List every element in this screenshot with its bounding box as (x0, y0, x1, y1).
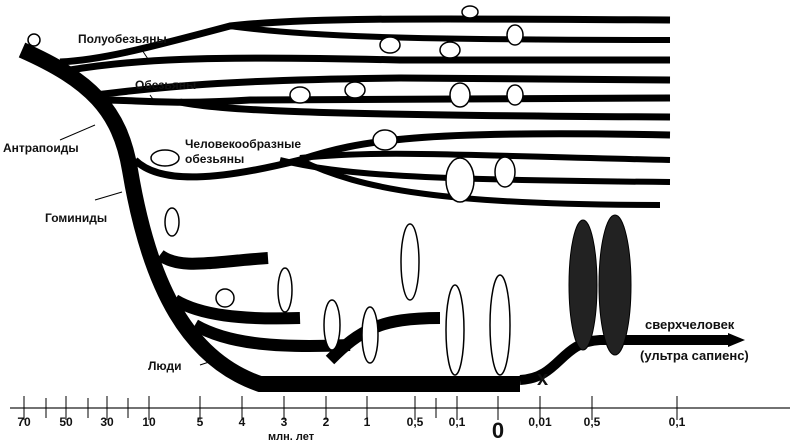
ape-branch (279, 157, 671, 185)
figures (27, 5, 524, 376)
axis-tick-label: 50 (59, 415, 73, 429)
axis-tick-label: 4 (239, 415, 246, 429)
monkey-branch (94, 74, 671, 99)
label-anthropoids: Антрапоиды (3, 141, 79, 155)
superhuman-figure (568, 219, 598, 351)
ape-figure (150, 149, 180, 167)
future-branch (519, 335, 730, 385)
axis-tick-label: 0,1 (449, 415, 466, 429)
label-humans: Люди (148, 359, 182, 373)
hominid-figure (323, 299, 341, 351)
human-figure (489, 274, 511, 376)
leader-line (199, 359, 216, 366)
leader-line (59, 124, 96, 141)
label-prosimians: Полуобезьяны (78, 32, 167, 46)
prosimian-branch (69, 54, 670, 74)
label-apes-line1: Человекообразные (185, 137, 301, 151)
trunk-branch (18, 42, 520, 392)
label-superhuman-line1: сверхчеловек (645, 317, 735, 332)
axis-tick-label: 0,5 (584, 415, 601, 429)
prosimian-figure (439, 41, 461, 59)
label-hominids: Гоминиды (45, 211, 107, 225)
monkey-branch (99, 94, 671, 106)
monkey-figure (506, 84, 524, 106)
hominid-figure (400, 223, 420, 301)
monkey-figure (449, 82, 471, 108)
superhuman-figure (598, 214, 632, 356)
axis-tick-label: 2 (323, 415, 330, 429)
label-monkeys: Обезьяны (135, 78, 196, 92)
superhuman-figures (568, 214, 632, 356)
hominid-figure (361, 306, 379, 364)
hominid-figure (277, 267, 293, 313)
monkey-figure (289, 86, 311, 104)
monkey-figure (344, 81, 366, 99)
axis-tick-label: 0,01 (528, 415, 552, 429)
hominid-figure (215, 288, 235, 308)
leader-lines (59, 46, 216, 366)
prosimian-figure (27, 33, 41, 47)
axis-ticks: 70 50 30 10 5 4 3 2 1 0,5 0,1 0 0,01 0,5 0,1 (17, 396, 686, 443)
label-apes-line2: обезьяны (185, 152, 244, 166)
x-mark: x (537, 368, 548, 390)
axis-unit-label: млн. лет (268, 431, 315, 443)
monkey-branch (179, 98, 671, 121)
axis-tick-label: 0,1 (669, 415, 686, 429)
axis-tick-label: 10 (142, 415, 156, 429)
ape-branch (298, 157, 661, 208)
hominid-branch (156, 249, 269, 270)
prosimian-figure (506, 24, 524, 46)
leader-line (149, 94, 156, 103)
prosimian-figure (379, 36, 401, 54)
axis-tick-label: 0,5 (407, 415, 424, 429)
hominid-figure (164, 207, 180, 237)
label-superhuman-line2: (ультра сапиенс) (640, 348, 749, 363)
axis-tick-label: 70 (17, 415, 31, 429)
hominid-branch (171, 294, 301, 325)
prosimian-figure (461, 5, 479, 19)
axis-tick-label: 3 (281, 415, 288, 429)
ape-figure (445, 157, 475, 203)
axis-tick-label: 5 (197, 415, 204, 429)
axis-tick-label: 0 (492, 418, 504, 443)
leader-line (94, 191, 123, 201)
prosimian-branch (229, 23, 671, 43)
human-figure (445, 284, 465, 376)
hominid-branch (192, 319, 351, 352)
axis-tick-label: 30 (100, 415, 114, 429)
leader-line (139, 46, 151, 63)
ape-figure (372, 129, 398, 151)
axis-tick-label: 1 (364, 415, 371, 429)
hominid-branch (325, 312, 441, 365)
ape-branch (299, 150, 671, 163)
ape-figure (494, 156, 516, 188)
prosimian-branch (59, 15, 671, 66)
arrow-head-icon (728, 333, 745, 347)
